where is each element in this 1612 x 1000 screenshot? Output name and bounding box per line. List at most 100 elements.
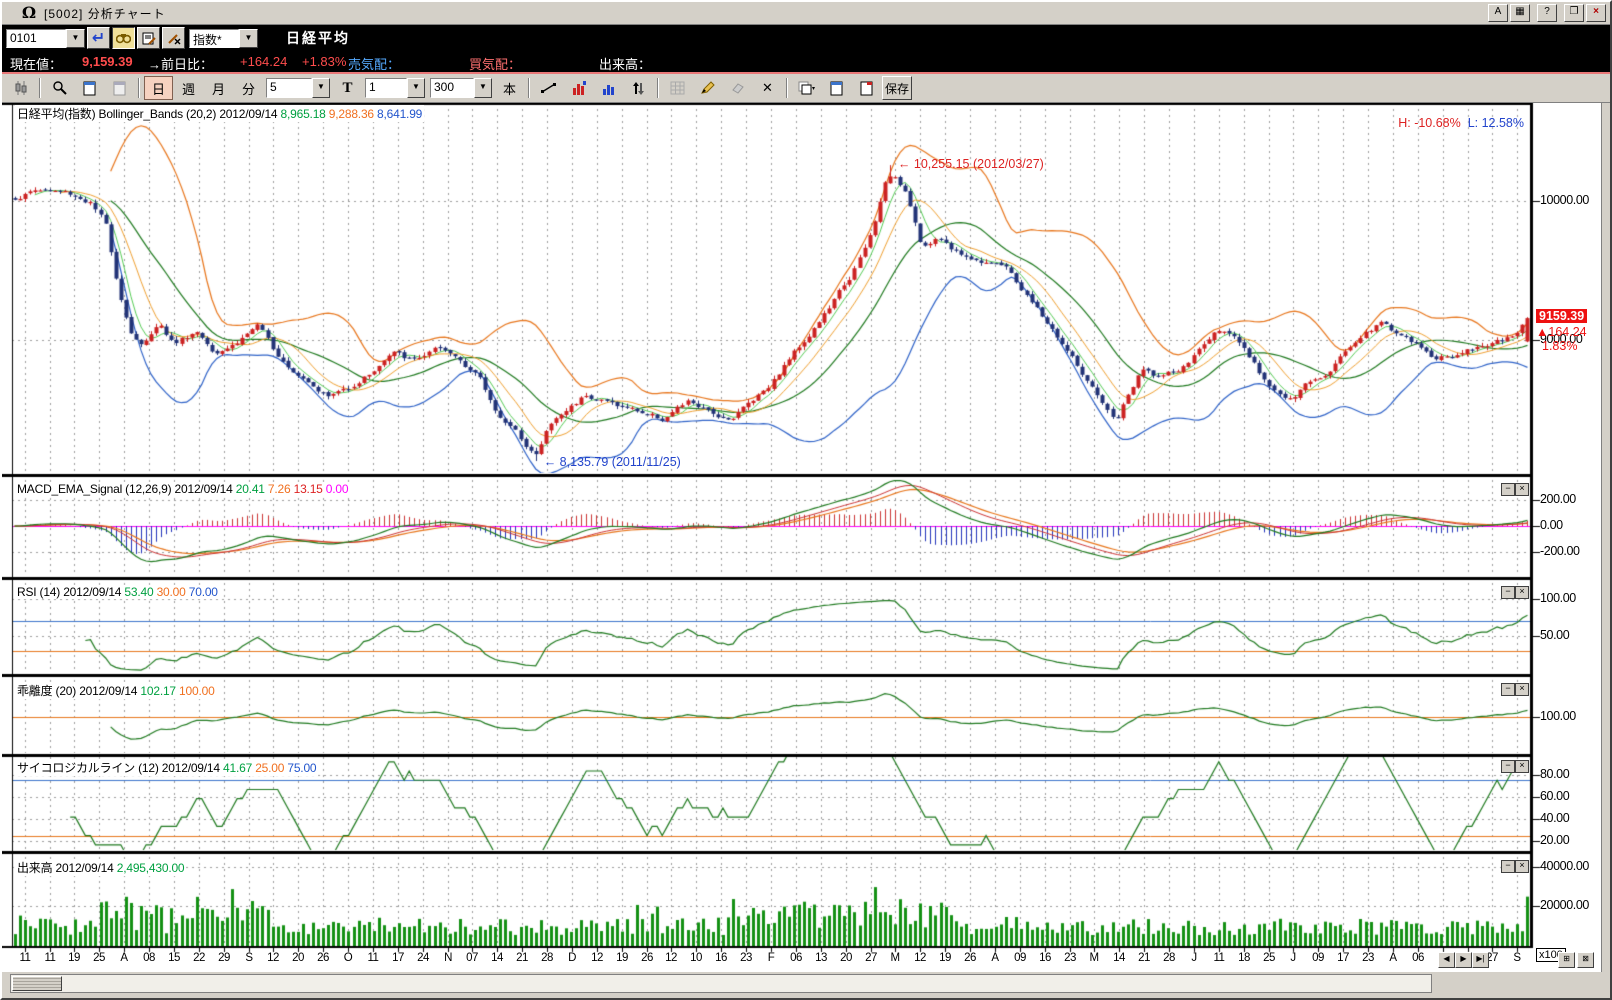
restore-button[interactable]: ❐: [1564, 4, 1584, 22]
x-axis-label: N: [444, 952, 452, 964]
y-axis-label: -200.00: [1540, 544, 1580, 558]
copy-page-button[interactable]: [105, 76, 134, 100]
corner-button-0[interactable]: ⊞: [1558, 952, 1575, 968]
chart-nav-button-1[interactable]: ▶: [1455, 952, 1472, 968]
layout-button[interactable]: ▦: [1510, 4, 1530, 22]
x-axis-label: 23: [740, 952, 752, 964]
x-axis-label: 28: [541, 952, 553, 964]
panel-minimize-button-vol[interactable]: −: [1501, 860, 1515, 873]
export-page-button[interactable]: [822, 76, 851, 100]
trendline-icon: [540, 83, 556, 93]
x-axis-label: 25: [93, 952, 105, 964]
y-axis-label: 100.00: [1540, 591, 1576, 605]
draw-pencil-button[interactable]: [693, 76, 722, 100]
y-axis-label: 60.00: [1540, 789, 1570, 803]
x-axis-label: 11: [367, 952, 379, 964]
y-axis-label: 20000.00: [1540, 898, 1589, 912]
trough-annotation: ← 8,135.79 (2011/11/25): [543, 455, 681, 470]
category-combo[interactable]: 指数* ▼: [189, 28, 258, 48]
trendline-button[interactable]: [534, 76, 563, 100]
chart-canvas[interactable]: [2, 103, 1610, 995]
x-axis-label: M: [1089, 952, 1099, 964]
indicator-red-button[interactable]: [564, 76, 593, 100]
page3-icon: [860, 81, 873, 95]
y-axis-label: 40.00: [1540, 811, 1570, 825]
panel-minimize-button-psy[interactable]: −: [1501, 760, 1515, 773]
panel-close-button-vol[interactable]: ×: [1515, 860, 1529, 873]
chart-toolbar: 日 週 月 分 5 ▼ T 1 ▼ 300 ▼ 本: [2, 74, 1610, 103]
eraser-button[interactable]: [723, 76, 752, 100]
indicator-blue-button[interactable]: [594, 76, 623, 100]
scrollbar-thumb[interactable]: [12, 976, 62, 991]
panel-minimize-button-kairi[interactable]: −: [1501, 683, 1515, 696]
panel-close-button-rsi[interactable]: ×: [1515, 586, 1529, 599]
scale-arrows-button[interactable]: [624, 76, 653, 100]
category-field[interactable]: 指数*: [189, 28, 239, 48]
panel-close-button-kairi[interactable]: ×: [1515, 683, 1529, 696]
minute-interval-dropdown-icon[interactable]: ▼: [312, 78, 330, 98]
x-axis-label: S: [1513, 952, 1521, 964]
period-weekly-button[interactable]: 週: [174, 76, 203, 100]
save-button[interactable]: 保存: [882, 76, 913, 100]
x-axis-label: 20: [840, 952, 852, 964]
x-axis-label: 12: [914, 952, 926, 964]
page-dim-icon: [113, 81, 126, 95]
tick-mode-button[interactable]: T: [333, 76, 362, 100]
tick-combo[interactable]: 1 ▼: [365, 78, 425, 98]
bar-count-dropdown-icon[interactable]: ▼: [474, 78, 492, 98]
delete-drawing-button[interactable]: ✕: [753, 76, 782, 100]
tick-dropdown-icon[interactable]: ▼: [407, 78, 425, 98]
minute-interval-field[interactable]: 5: [266, 78, 312, 98]
corner-button-1[interactable]: ⊠: [1577, 952, 1594, 968]
bar-count-field[interactable]: 300: [430, 78, 474, 98]
grid-button[interactable]: [663, 76, 692, 100]
panel-header-part: 9,288.36: [328, 107, 378, 121]
horizontal-scrollbar[interactable]: [10, 974, 1432, 993]
x-axis-label: 06: [1412, 952, 1424, 964]
zoom-button[interactable]: [45, 76, 74, 100]
panel-header-main: 日経平均(指数) Bollinger_Bands (20,2) 2012/09/…: [15, 105, 425, 122]
category-dropdown-icon[interactable]: ▼: [239, 28, 258, 48]
enter-symbol-button[interactable]: ↵: [87, 27, 110, 49]
x-axis-label: 12: [267, 952, 279, 964]
chart-nav-button-2[interactable]: ▶|: [1472, 952, 1489, 968]
panel-minimize-button-rsi[interactable]: −: [1501, 586, 1515, 599]
new-page-button[interactable]: [75, 76, 104, 100]
window-copy-button[interactable]: [792, 76, 821, 100]
tick-field[interactable]: 1: [365, 78, 407, 98]
clear-memo-button[interactable]: [162, 27, 185, 49]
symbol-code-combo[interactable]: 0101 ▼: [6, 28, 85, 48]
minute-interval-combo[interactable]: 5 ▼: [266, 78, 330, 98]
help-button[interactable]: ?: [1537, 4, 1557, 22]
x-axis-label: A: [991, 952, 999, 964]
chart-nav-button-0[interactable]: ◀: [1438, 952, 1455, 968]
close-button[interactable]: ×: [1586, 4, 1606, 22]
period-daily-button[interactable]: 日: [144, 76, 173, 100]
bars-unit-button[interactable]: 本: [495, 76, 524, 100]
period-minute-button[interactable]: 分: [234, 76, 263, 100]
accent-divider: [2, 72, 1610, 74]
memo-button[interactable]: [137, 27, 160, 49]
panel-header-psy: サイコロジカルライン (12) 2012/09/14 41.67 25.00 7…: [15, 759, 319, 776]
symbol-code-field[interactable]: 0101: [6, 28, 66, 48]
panel-close-button-macd[interactable]: ×: [1515, 483, 1529, 496]
change-pct-value: +1.83%: [302, 54, 347, 69]
search-binoculars-button[interactable]: [112, 27, 135, 49]
x-axis-label: 22: [193, 952, 205, 964]
prev-day-diff-label: →前日比：: [148, 57, 214, 72]
panel-minimize-button-macd[interactable]: −: [1501, 483, 1515, 496]
panel-close-button-psy[interactable]: ×: [1515, 760, 1529, 773]
candle-style-button[interactable]: [6, 76, 35, 100]
window-copy-icon: [798, 81, 815, 95]
panel-header-part: 0.00: [325, 482, 349, 496]
page2-icon: [830, 81, 843, 95]
symbol-code-dropdown-icon[interactable]: ▼: [66, 28, 85, 48]
print-page-button[interactable]: [852, 76, 881, 100]
y-axis-label: 80.00: [1540, 767, 1570, 781]
font-size-button[interactable]: A: [1488, 4, 1508, 22]
change-value: +164.24: [240, 54, 288, 69]
x-axis-label: 19: [939, 952, 951, 964]
period-monthly-button[interactable]: 月: [204, 76, 233, 100]
volume-label: 出来高：: [599, 57, 652, 72]
bar-count-combo[interactable]: 300 ▼: [430, 78, 492, 98]
